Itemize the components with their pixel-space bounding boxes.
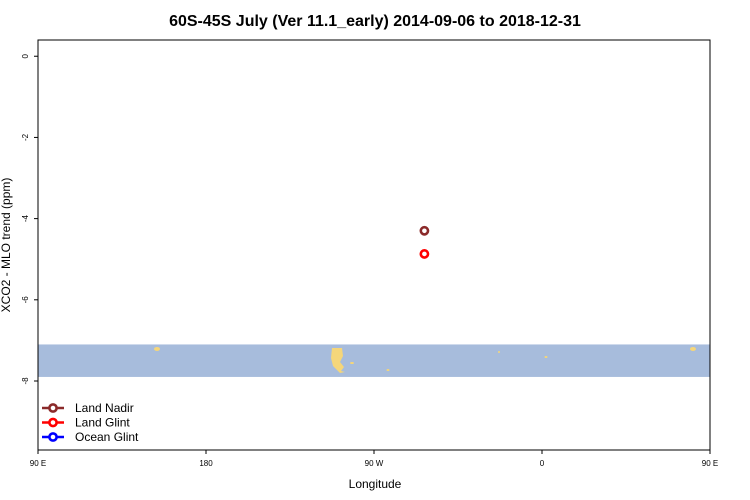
ocean-band	[38, 344, 710, 377]
data-point	[419, 249, 430, 259]
island-land	[154, 347, 160, 351]
y-tick-label: -8	[21, 377, 30, 385]
x-tick-label: 90 E	[30, 459, 46, 468]
y-tick-label: -4	[21, 215, 30, 223]
legend-marker	[48, 417, 58, 428]
data-point	[419, 225, 430, 236]
legend-label: Land Nadir	[75, 401, 134, 415]
x-tick-label: 90 W	[365, 459, 384, 468]
x-tick-label: 180	[199, 459, 213, 468]
x-axis-label: Longitude	[349, 477, 402, 491]
data-points	[419, 225, 430, 259]
legend-marker	[48, 432, 58, 442]
y-tick-label: -2	[21, 133, 30, 141]
y-axis: 0 -2 -4 -6 -8	[21, 53, 38, 385]
legend-marker	[48, 403, 58, 413]
south-america-land	[331, 348, 345, 373]
island-land	[350, 362, 354, 364]
map-strip	[38, 344, 710, 377]
x-tick-label: 90 E	[702, 459, 718, 468]
y-tick-label: 0	[21, 53, 30, 58]
x-axis: 90 E 180 90 W 0 90 E	[30, 450, 718, 468]
land-shapes	[154, 347, 696, 373]
x-tick-label: 0	[540, 459, 545, 468]
plot-frame	[37, 39, 711, 451]
legend-label: Land Glint	[75, 416, 130, 430]
island-land	[544, 356, 548, 358]
y-tick-label: -6	[21, 296, 30, 304]
island-land	[690, 347, 696, 351]
island-land	[386, 369, 390, 371]
y-axis-label: XCO2 - MLO trend (ppm)	[0, 178, 13, 313]
legend-label: Ocean Glint	[75, 430, 139, 444]
chart-title: 60S-45S July (Ver 11.1_early) 2014-09-06…	[169, 13, 581, 30]
island-land	[498, 351, 500, 353]
